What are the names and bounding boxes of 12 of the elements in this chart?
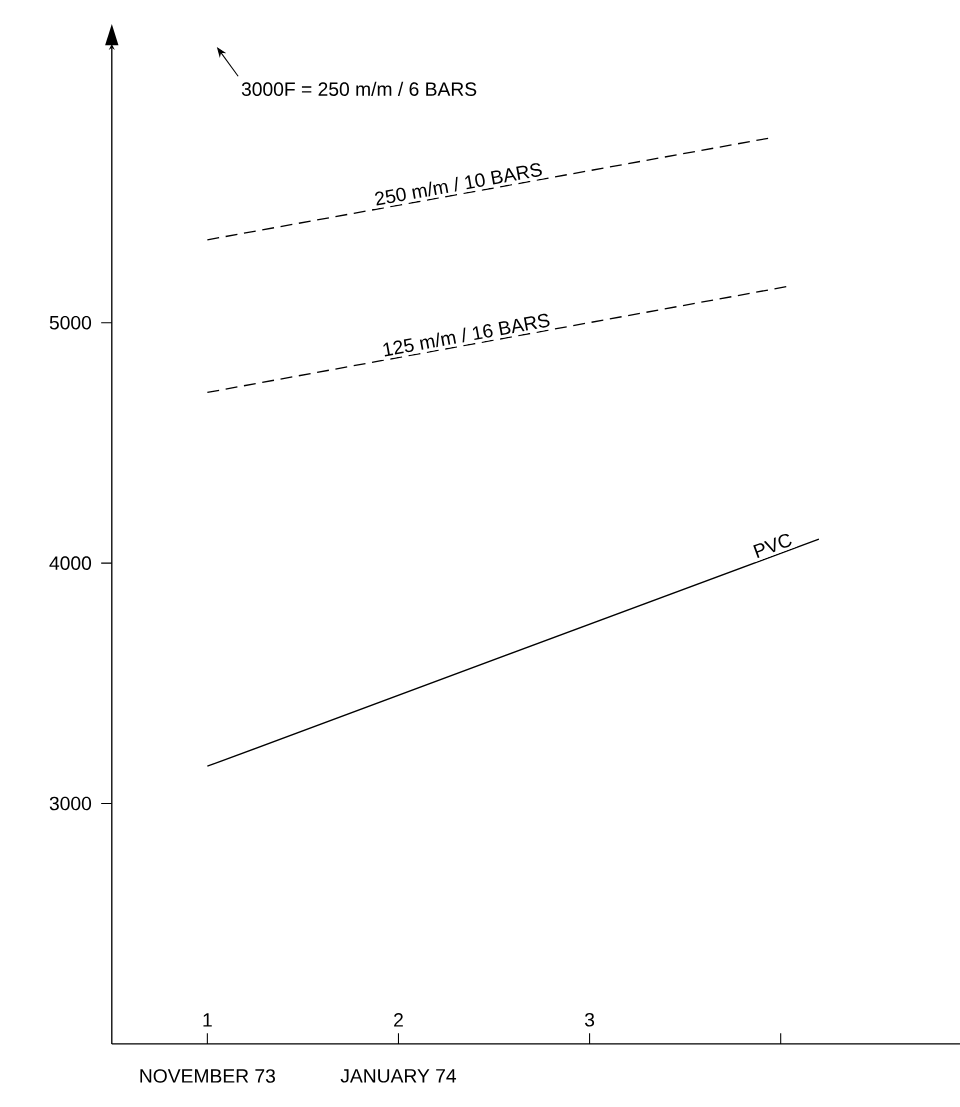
annotation: 3000F = 250 m/m / 6 BARS bbox=[241, 81, 477, 96]
text: PVC bbox=[753, 533, 792, 559]
x-tick-label: 2 bbox=[394, 1013, 403, 1027]
text: 250 m/m / 10 BARS bbox=[375, 163, 542, 206]
text: NOVEMBER 73 bbox=[140, 1069, 275, 1083]
x-tick-label: 3 bbox=[584, 1012, 595, 1027]
y-tick-label: 5000 bbox=[49, 315, 92, 330]
y-tick-label: 3000 bbox=[49, 796, 92, 811]
x-tick-label: 1 bbox=[203, 1013, 212, 1027]
text: 125 m/m / 16 BARS bbox=[383, 313, 550, 357]
text: JANUARY 74 bbox=[340, 1069, 457, 1083]
y-tick-label: 4000 bbox=[49, 556, 92, 570]
